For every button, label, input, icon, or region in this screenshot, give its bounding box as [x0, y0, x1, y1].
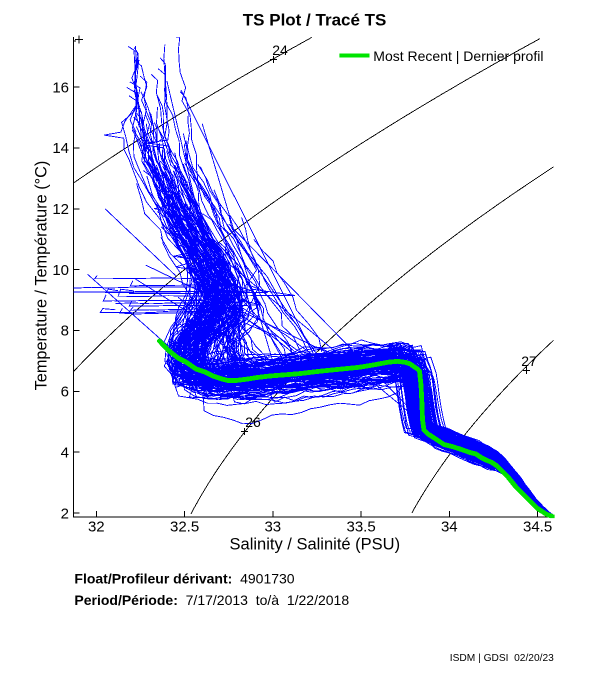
svg-text:6: 6: [61, 384, 69, 401]
svg-text:16: 16: [52, 79, 69, 96]
svg-text:24: 24: [272, 42, 288, 58]
svg-text:Period/Période: 7/17/2013 to: Period/Période: 7/17/2013 to/à 1/22/2018: [74, 592, 349, 608]
svg-text:8: 8: [61, 323, 69, 340]
svg-text:34: 34: [441, 519, 458, 536]
svg-text:TS Plot / Tracé TS: TS Plot / Tracé TS: [243, 11, 387, 30]
svg-text:14: 14: [52, 140, 69, 157]
svg-text:Float/Profileur dérivant: 490: Float/Profileur dérivant: 4901730: [74, 571, 294, 587]
svg-text:32.5: 32.5: [170, 519, 199, 536]
svg-text:27: 27: [521, 353, 537, 369]
svg-text:10: 10: [52, 262, 69, 279]
svg-text:Salinity / Salinité (PSU): Salinity / Salinité (PSU): [230, 535, 401, 553]
svg-text:33: 33: [264, 519, 281, 536]
svg-text:26: 26: [245, 414, 261, 430]
svg-text:4: 4: [61, 444, 69, 461]
svg-text:33.5: 33.5: [346, 519, 375, 536]
svg-text:32: 32: [88, 519, 105, 536]
svg-text:2: 2: [61, 505, 69, 522]
svg-text:Most Recent | Dernier profil: Most Recent | Dernier profil: [373, 48, 543, 64]
svg-text:12: 12: [52, 201, 69, 218]
svg-text:Temperature / Température (°C): Temperature / Température (°C): [33, 161, 51, 391]
svg-text:ISDM | GDSI 02/20/23: ISDM | GDSI 02/20/23: [450, 653, 554, 664]
svg-text:34.5: 34.5: [523, 519, 552, 536]
